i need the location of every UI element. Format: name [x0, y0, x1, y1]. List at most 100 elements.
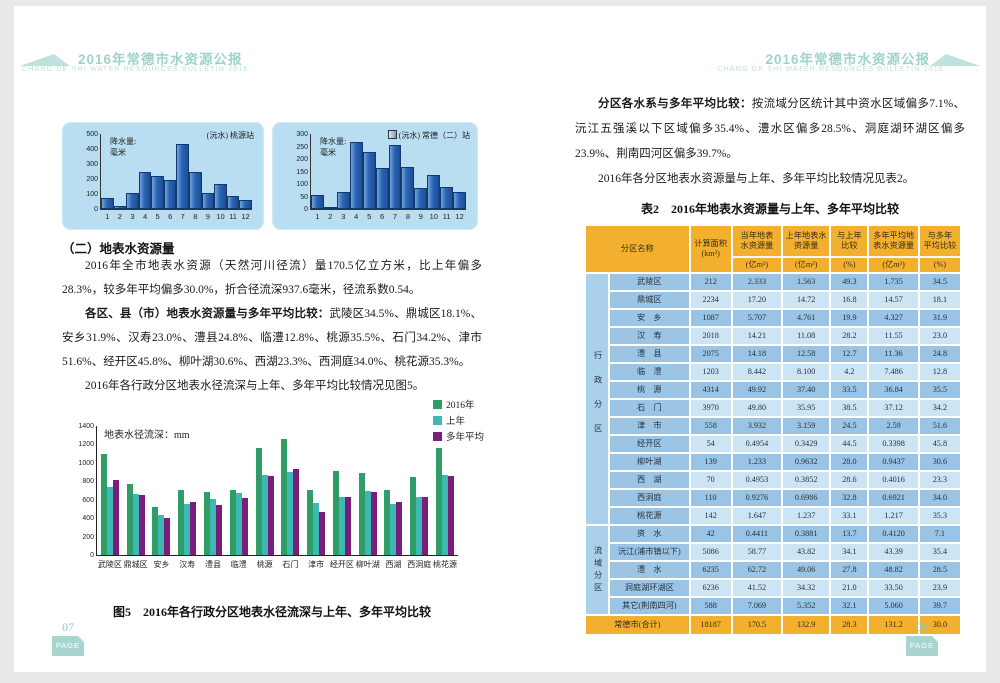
bar-多年平均 — [138, 494, 145, 555]
data-cell: 14.21 — [732, 328, 782, 344]
data-cell: 34.2 — [919, 400, 960, 416]
legend-label: (沅水) 常德（二）站 — [398, 131, 470, 140]
bar — [453, 191, 467, 209]
y-axis-tick: 100 — [86, 191, 98, 198]
data-cell: 8.442 — [732, 364, 782, 380]
total-data-cell: 170.5 — [732, 616, 782, 634]
bar-group — [355, 426, 381, 555]
data-cell: 34.32 — [783, 580, 830, 596]
data-cell: 5086 — [690, 544, 731, 560]
data-cell: 1.735 — [869, 274, 918, 290]
data-cell: 37.12 — [869, 400, 918, 416]
bar-多年平均 — [293, 468, 300, 555]
table-header-cell: 分区名称 — [586, 226, 689, 272]
paragraph: 各区、县（市）地表水资源量与多年平均比较：武陵区34.5%、鼎城区18.1%、安… — [62, 302, 482, 374]
data-cell: 12.7 — [831, 346, 868, 362]
y-axis-ticks: 0 50 100 150 200 250 300 — [281, 131, 311, 213]
data-cell: 3970 — [690, 400, 731, 416]
plot-area: 0 50 100 150 200 250 300 1 2 3 4 5 6 7 8 9 10 11 12 — [296, 131, 467, 221]
data-cell: 7.1 — [919, 526, 960, 542]
bar-slot — [440, 134, 454, 209]
y-axis-tick: 300 — [86, 161, 98, 168]
bar-2016年 — [204, 492, 211, 555]
bar — [362, 151, 376, 209]
bar-上年 — [132, 494, 139, 555]
bar-上年 — [313, 502, 320, 555]
table-header: 分区名称 计算面积 (km²) 当年地表 水资源量 上年地表水 资源量 与上年 比较 多年平均地表… — [586, 226, 960, 272]
bar-group — [226, 426, 252, 555]
legend-entry: 2016年 — [432, 398, 484, 414]
bar-2016年 — [255, 448, 262, 555]
x-axis-tick: 3 — [130, 212, 135, 221]
plot-area: 0 100 200 300 400 500 1 2 3 4 5 6 7 8 9 10 11 12 — [86, 131, 252, 221]
data-cell: 11.55 — [869, 328, 918, 344]
header-subtitle: CHANG DE SHI WATER RESOURCES BULLETIN 20… — [717, 66, 944, 73]
data-cell: 0.3852 — [783, 472, 830, 488]
legend-swatch-icon — [387, 130, 397, 139]
table-row: 桃 源 4314 49.92 37.40 33.5 36.84 35.5 — [586, 382, 960, 398]
bar-上年 — [287, 471, 294, 555]
row-name-cell: 桃 源 — [610, 382, 689, 398]
table-row: 石 门 3970 49.80 35.95 38.5 37.12 34.2 — [586, 400, 960, 416]
table-row: 行政分区 武陵区 212 2.333 1.563 49.3 1.735 34.5 — [586, 274, 960, 524]
x-axis-label: 桃花源 — [433, 560, 458, 569]
bar-2016年 — [100, 453, 107, 555]
data-cell: 0.4954 — [732, 436, 782, 452]
x-axis-label: 澧县 — [205, 560, 222, 569]
total-data-cell: 18187 — [690, 616, 731, 634]
bar — [226, 196, 240, 209]
bar — [440, 186, 454, 209]
data-cell: 2.59 — [869, 418, 918, 434]
table-title: 表2 2016年地表水资源量与上年、多年平均比较 — [640, 202, 899, 216]
runoff-depth-comparison-chart: 2016年 上年 多年平均 地表水径流深：mm 0 200 400 600 800 1000 1… — [60, 396, 484, 588]
page-number: 08 — [916, 620, 928, 634]
data-cell: 13.7 — [831, 526, 868, 542]
data-cell: 24.8 — [919, 346, 960, 362]
x-axis-tick: 8 — [193, 212, 198, 221]
y-axis-ticks: 0 100 200 300 400 500 — [71, 131, 101, 213]
header-wave-icon — [930, 54, 980, 66]
bar — [239, 200, 252, 209]
x-axis-tick: 6 — [379, 212, 385, 221]
body-text-right: 分区各水系与多年平均比较：按流域分区统计其中资水区域偏多7.1%、沅江五强溪以下… — [575, 92, 965, 192]
bar — [113, 206, 127, 209]
data-cell: 23.0 — [919, 328, 960, 344]
legend-entry: 上年 — [432, 414, 484, 430]
header-line: 表水资源量 — [873, 241, 915, 250]
x-axis-label: 石门 — [282, 560, 299, 569]
y-axis-tick: 800 — [82, 478, 94, 486]
data-cell: 70 — [690, 472, 731, 488]
bar — [101, 197, 114, 209]
legend: (沅水) 常德（二）站 — [387, 130, 470, 141]
data-cell: 0.6921 — [869, 490, 918, 506]
bar-slot — [311, 134, 324, 209]
row-name-cell: 澧 县 — [610, 346, 689, 362]
bar-多年平均 — [422, 497, 429, 555]
x-axis-tick: 10 — [216, 212, 225, 221]
data-cell: 1087 — [690, 310, 731, 326]
x-axis-label: 西湖 — [385, 560, 402, 569]
x-axis-labels: 1 2 3 4 5 6 7 8 9 10 11 12 — [101, 209, 252, 221]
data-cell: 48.82 — [869, 562, 918, 578]
data-cell: 0.4120 — [869, 526, 918, 542]
bar — [388, 145, 402, 209]
bar-slot — [401, 134, 415, 209]
table-row: 洞庭湖环湖区 6236 41.52 34.32 21.0 33.50 23.9 — [586, 580, 960, 596]
bar-多年平均 — [267, 476, 274, 555]
data-cell: 43.82 — [783, 544, 830, 560]
x-axis-labels: 武陵区 鼎城区 安乡 汉寿 澧县 临澧 桃源 石门 津市 经开区 柳叶湖 西湖 西洞庭 桃花源 — [97, 555, 458, 570]
bar — [375, 167, 389, 209]
header-line: 与上年 — [837, 231, 862, 240]
data-cell: 17.20 — [732, 292, 782, 308]
x-axis-tick: 8 — [405, 212, 410, 221]
legend-swatch-icon — [432, 416, 442, 425]
row-name-cell: 安 乡 — [610, 310, 689, 326]
bar-slot — [375, 134, 389, 209]
bar-多年平均 — [370, 492, 377, 555]
table-header-row: (亿m³) (亿m³) (%) (亿m³) (%) — [586, 258, 960, 272]
bar-上年 — [184, 504, 191, 555]
data-cell: 1203 — [690, 364, 731, 380]
table-row: 澧 县 2075 14.18 12.58 12.7 11.36 24.8 — [586, 346, 960, 362]
station-label: (沅水) 桃源站 — [206, 131, 254, 140]
bar-slot — [414, 134, 428, 209]
